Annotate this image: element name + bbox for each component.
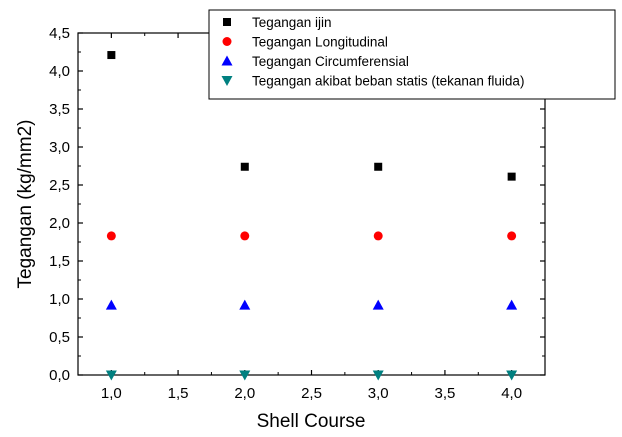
legend-marker-3 bbox=[221, 55, 233, 66]
legend-marker-4 bbox=[221, 76, 233, 86]
data-point-series-4 bbox=[372, 370, 384, 381]
data-point-series-1 bbox=[374, 162, 383, 171]
data-point-series-4 bbox=[239, 370, 251, 381]
x-tick-label: 2,5 bbox=[301, 385, 322, 402]
y-tick-label: 2,5 bbox=[49, 177, 70, 194]
x-tick-label: 3,0 bbox=[368, 385, 389, 402]
legend-label-3: Tegangan Circumferensial bbox=[252, 54, 409, 69]
x-tick-label: 3,5 bbox=[434, 385, 455, 402]
x-axis: 1,0 1,5 2,0 2,5 3,0 3,5 4,0 bbox=[101, 33, 522, 402]
y-axis: 0,0 0,5 1,0 1,5 2,0 2,5 3,0 3,5 4,0 4,5 bbox=[49, 25, 545, 384]
data-point-series-2 bbox=[373, 231, 383, 241]
legend-marker-1 bbox=[223, 18, 231, 26]
legend: Tegangan ijin Tegangan Longitudinal Tegang… bbox=[208, 9, 616, 100]
data-point-series-3 bbox=[372, 299, 384, 310]
data-point-series-2 bbox=[507, 231, 517, 241]
legend-marker-2 bbox=[222, 37, 232, 46]
legend-label-2: Tegangan Longitudinal bbox=[252, 35, 388, 50]
y-tick-label: 2,0 bbox=[49, 215, 70, 232]
data-point-series-4 bbox=[105, 370, 117, 381]
data-point-series-3 bbox=[506, 299, 518, 310]
y-tick-label: 4,0 bbox=[49, 63, 70, 80]
legend-box bbox=[208, 9, 616, 100]
y-tick-label: 3,0 bbox=[49, 139, 70, 156]
x-tick-label: 2,0 bbox=[234, 385, 255, 402]
y-axis-title: Tegangan (kg/mm2) bbox=[15, 120, 36, 289]
x-axis-title: Shell Course bbox=[257, 411, 366, 432]
data-point-series-1 bbox=[507, 172, 516, 181]
data-point-series-2 bbox=[106, 231, 116, 241]
data-point-series-1 bbox=[240, 162, 249, 171]
x-tick-label: 1,0 bbox=[101, 385, 122, 402]
data-markers bbox=[105, 51, 518, 381]
y-tick-label: 4,5 bbox=[49, 25, 70, 42]
data-point-series-3 bbox=[105, 299, 117, 310]
data-point-series-2 bbox=[240, 231, 250, 241]
x-tick-label: 4,0 bbox=[501, 385, 522, 402]
y-tick-label: 0,0 bbox=[49, 367, 70, 384]
y-tick-label: 3,5 bbox=[49, 101, 70, 118]
y-tick-label: 0,5 bbox=[49, 329, 70, 346]
data-point-series-4 bbox=[506, 370, 518, 381]
legend-label-4: Tegangan akibat beban statis (tekanan fl… bbox=[252, 74, 524, 89]
y-tick-label: 1,5 bbox=[49, 253, 70, 270]
x-tick-label: 1,5 bbox=[168, 385, 189, 402]
legend-label-1: Tegangan ijin bbox=[252, 15, 332, 30]
data-point-series-1 bbox=[107, 51, 116, 60]
data-point-series-3 bbox=[239, 299, 251, 310]
y-tick-label: 1,0 bbox=[49, 291, 70, 308]
